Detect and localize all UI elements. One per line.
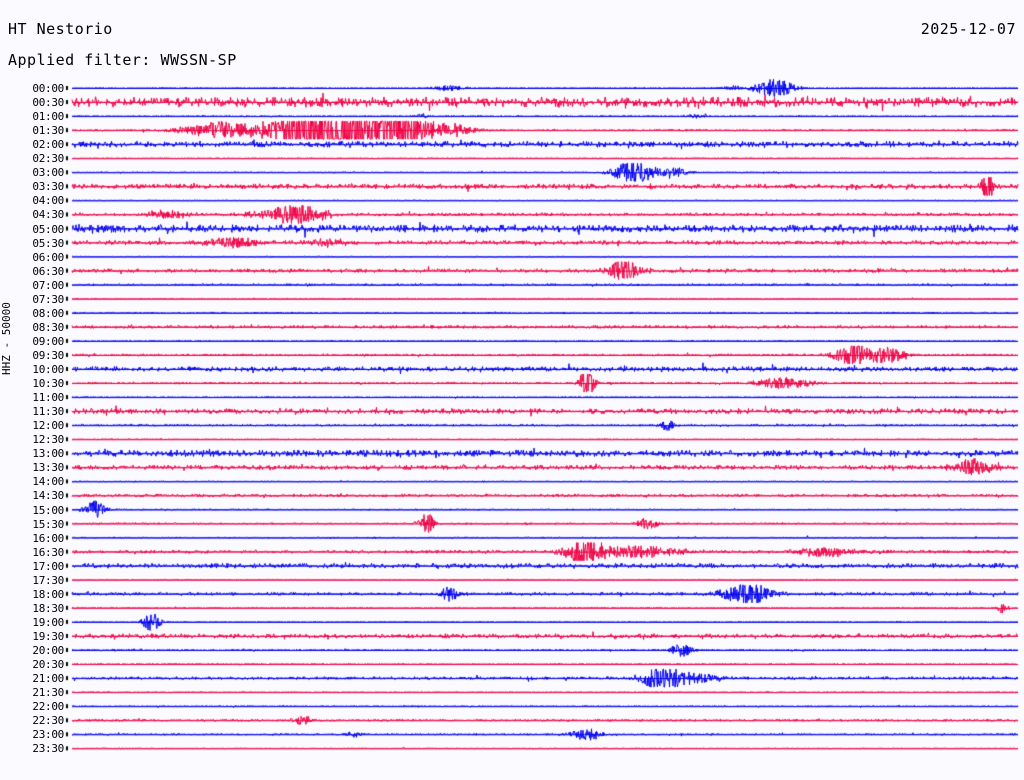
helicorder-trace-canvas	[0, 0, 1024, 780]
